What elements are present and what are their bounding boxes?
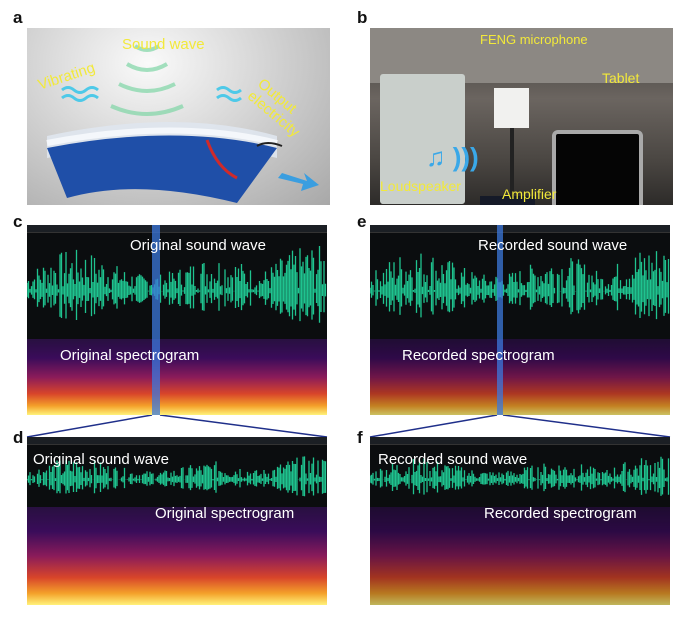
schematic-illustration bbox=[46, 44, 319, 203]
music-note-icon: ♫ ))) bbox=[426, 142, 479, 172]
spectrogram-label: Recorded spectrogram bbox=[484, 505, 637, 522]
time-ruler bbox=[370, 225, 670, 233]
feng-microphone-label: FENG microphone bbox=[480, 32, 588, 47]
panel-label-b: b bbox=[357, 8, 368, 27]
time-ruler bbox=[27, 225, 327, 233]
instrument-shelf bbox=[370, 28, 673, 83]
waveform-trace bbox=[370, 251, 670, 320]
tablet-label: Tablet bbox=[602, 70, 640, 86]
wave-label: Recorded sound wave bbox=[478, 237, 628, 254]
amplifier bbox=[480, 196, 535, 205]
highlight-band bbox=[152, 225, 160, 415]
waveform-trace bbox=[370, 456, 670, 496]
stand bbox=[510, 128, 514, 198]
spectrogram-label: Recorded spectrogram bbox=[402, 347, 555, 364]
panel-d-screen: Original sound wave Original spectrogram bbox=[27, 437, 327, 605]
panel-label-d: d bbox=[13, 428, 24, 447]
highlight-band bbox=[497, 225, 503, 415]
panel-label-f: f bbox=[357, 428, 363, 447]
spectrogram-label: Original spectrogram bbox=[60, 347, 200, 364]
spectrogram bbox=[27, 339, 327, 415]
spectrogram bbox=[370, 507, 670, 605]
connector-lines bbox=[26, 414, 671, 438]
waveform bbox=[370, 456, 670, 496]
waveform bbox=[27, 456, 327, 497]
panel-label-a: a bbox=[13, 8, 23, 27]
feng-microphone bbox=[494, 88, 529, 128]
panel-label-c: c bbox=[13, 212, 23, 231]
panel-e-screen: Recorded sound wave Recorded spectrogram bbox=[370, 225, 670, 415]
spectrogram-label: Original spectrogram bbox=[155, 505, 295, 522]
sound-wave-label: Sound wave bbox=[122, 36, 205, 53]
time-ruler bbox=[27, 437, 327, 445]
loudspeaker-label: Loudspeaker bbox=[380, 178, 461, 194]
loudspeaker bbox=[380, 74, 465, 204]
spectrogram bbox=[27, 507, 327, 605]
experimental-setup-photo: ♫ ))) FENG microphone Tablet Loudspeaker… bbox=[370, 28, 673, 205]
panel-label-e: e bbox=[357, 212, 367, 231]
waveform-trace bbox=[27, 456, 327, 497]
device-schematic: Sound wave Vibrating Output electricity bbox=[27, 28, 330, 205]
spectrogram bbox=[370, 339, 670, 415]
wave-label: Original sound wave bbox=[130, 237, 266, 254]
waveform-trace bbox=[27, 245, 327, 323]
time-ruler bbox=[370, 437, 670, 445]
amplifier-label: Amplifier bbox=[502, 186, 557, 202]
panel-f-screen: Recorded sound wave Recorded spectrogram bbox=[370, 437, 670, 605]
wave-label: Recorded sound wave bbox=[378, 451, 528, 468]
panel-c-screen: Original sound wave Original spectrogram bbox=[27, 225, 327, 415]
wave-label: Original sound wave bbox=[33, 451, 169, 468]
tablet bbox=[552, 130, 643, 205]
